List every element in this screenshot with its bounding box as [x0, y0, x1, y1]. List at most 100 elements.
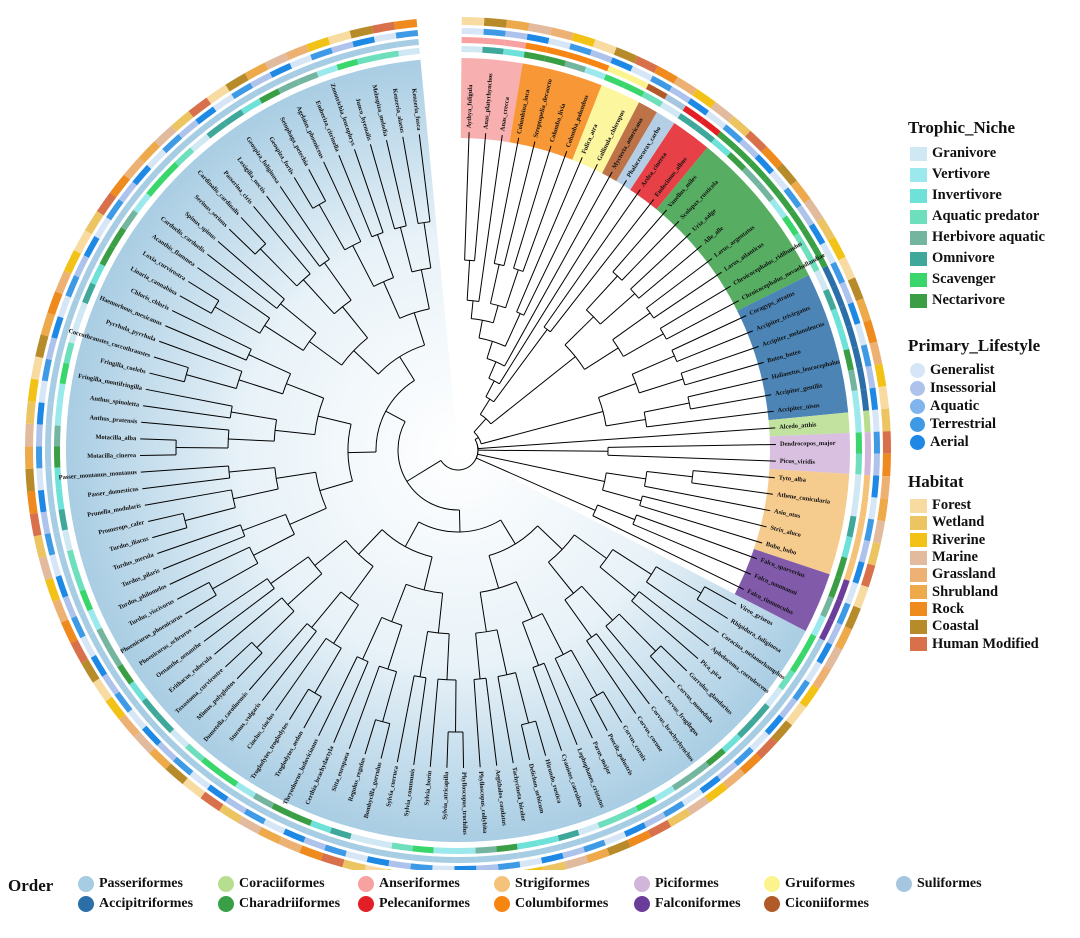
trait-rings: [25, 17, 891, 870]
species-label: Anas_platyrhynchos: [483, 73, 495, 130]
branch: [171, 310, 252, 350]
order-ring-cell: [178, 750, 200, 769]
lifestyle-ring-cell: [57, 295, 71, 318]
trophic-ring-cell: [169, 728, 190, 748]
trophic-ring-cell: [398, 47, 420, 57]
branch: [280, 303, 317, 334]
branch-arc: [644, 471, 648, 487]
habitat-ring-cell: [613, 47, 638, 64]
habitat-ring-cell: [40, 312, 55, 337]
lifestyle-ring-cell: [669, 86, 691, 104]
habitat-ring-cell: [371, 21, 396, 34]
habitat-ring-cell: [585, 848, 610, 863]
branch: [396, 675, 415, 763]
order-legend-item: Accipitriformes: [78, 894, 218, 914]
lifestyle-ring-cell: [540, 852, 564, 864]
branch: [503, 141, 536, 266]
branch: [261, 630, 317, 701]
habitat-legend-title: Habitat: [908, 472, 964, 491]
branch-arc: [516, 311, 524, 316]
lifestyle-ring-cell: [303, 837, 326, 851]
lifestyle-ring-cell: [189, 771, 211, 790]
order-ring-cell: [727, 740, 748, 760]
branch: [489, 264, 500, 304]
branch: [317, 415, 352, 425]
trophic-ring-cell: [55, 488, 65, 510]
lifestyle-ring-cell: [162, 133, 183, 154]
lifestyle-ring-cell: [505, 30, 528, 40]
habitat-label: Rock: [932, 600, 965, 617]
branch: [586, 640, 637, 714]
branch: [420, 269, 430, 309]
order-ring-cell: [267, 811, 290, 826]
clade-wedge-coraciiformes: [768, 412, 850, 437]
branch: [477, 453, 605, 482]
lifestyle-ring-cell: [847, 302, 861, 325]
trophic-ring-cell: [537, 835, 560, 846]
trophic-label: Omnivore: [932, 250, 995, 266]
habitat-ring-cell: [320, 853, 345, 868]
trophic-ring-cell: [79, 589, 94, 612]
clade-wedge-charadriiformes: [656, 147, 809, 311]
lifestyle-ring-cell: [432, 865, 455, 870]
branch: [338, 154, 373, 237]
branch-arc: [473, 431, 482, 444]
lifestyle-ring-cell: [858, 540, 870, 563]
habitat-ring-cell: [364, 864, 388, 870]
branch-arc: [599, 549, 614, 568]
lifestyle-swatch: [910, 416, 925, 432]
habitat-ring-cell: [755, 737, 778, 759]
habitat-ring-cell: [200, 791, 224, 812]
order-swatch: [634, 876, 650, 892]
branch: [470, 300, 474, 319]
branch: [353, 149, 384, 233]
branch: [466, 260, 471, 301]
habitat-legend-item: Forest: [904, 497, 1074, 514]
order-ring-cell: [454, 856, 477, 863]
habitat-ring-cell: [25, 446, 34, 469]
branch: [349, 566, 374, 599]
lifestyle-ring-cell: [705, 110, 727, 129]
lifestyle-ring-cell: [388, 860, 411, 870]
lifestyle-ring-cell: [172, 756, 194, 776]
order-ring-cell: [273, 71, 296, 86]
trophic-ring-cell: [271, 803, 293, 818]
species-label: Tyto_alba: [778, 475, 807, 484]
order-swatch: [764, 896, 780, 912]
trophic-ring-cell: [851, 390, 861, 412]
order-ring-cell: [64, 572, 77, 595]
branch: [145, 388, 233, 407]
species-label: Motacilla_alba: [95, 434, 137, 442]
habitat-ring-cell: [882, 453, 891, 477]
branch: [413, 677, 427, 765]
habitat-ring-cell: [880, 475, 891, 500]
habitat-ring-cell: [722, 768, 745, 789]
order-ring-cell: [333, 50, 357, 62]
branch: [496, 629, 508, 675]
habitat-ring-cell: [73, 230, 92, 254]
trophic-ring-cell: [252, 792, 275, 809]
order-ring-cell: [732, 145, 753, 165]
trophic-ring-cell: [756, 182, 775, 203]
order-swatch: [78, 876, 94, 892]
trophic-ring-cell: [777, 669, 795, 691]
order-ring-cell: [682, 105, 704, 123]
branch: [348, 451, 377, 454]
habitat-ring-cell: [264, 52, 289, 70]
habitat-ring-cell: [63, 250, 82, 274]
trophic-ring-cell: [316, 64, 339, 78]
order-ring-cell: [812, 246, 828, 269]
habitat-legend-item: Rock: [904, 601, 1074, 618]
trophic-label: Vertivore: [932, 166, 990, 182]
lifestyle-ring-cell: [754, 154, 775, 175]
trophic-ring-cell: [59, 362, 70, 385]
habitat-label: Grassland: [932, 566, 996, 583]
order-ring-cell: [461, 37, 484, 44]
branch: [621, 220, 680, 281]
habitat-ring-cell: [342, 859, 367, 870]
trophic-ring-cell: [769, 198, 787, 219]
order-ring-cell: [58, 551, 70, 575]
order-legend-item: Pelecaniformes: [358, 894, 494, 914]
order-ring-cell: [828, 599, 843, 622]
branch: [691, 482, 773, 495]
